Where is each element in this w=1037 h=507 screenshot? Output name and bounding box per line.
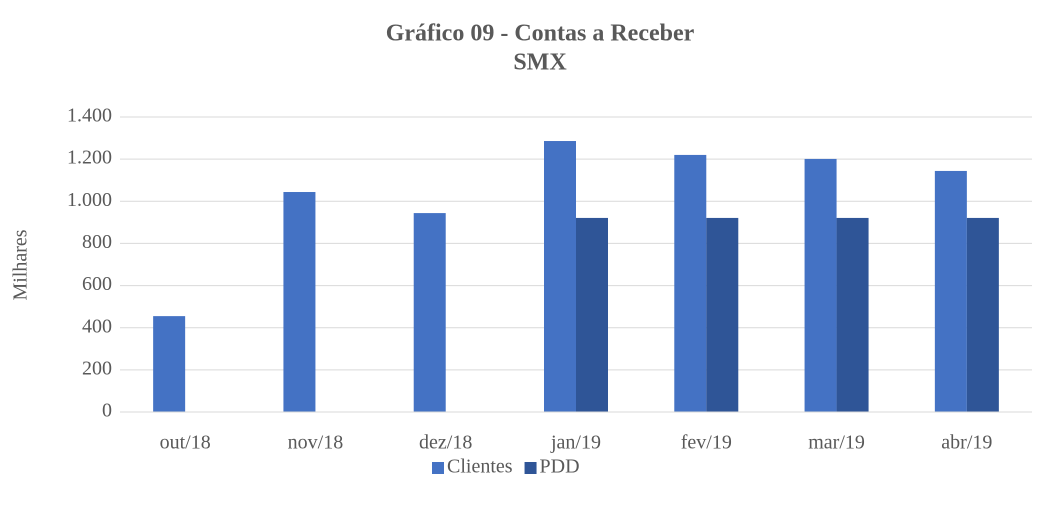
chart-subtitle: SMX <box>513 50 567 76</box>
bar <box>804 158 837 412</box>
y-tick-label: 400 <box>82 315 112 337</box>
x-tick-label: fev/19 <box>681 432 732 454</box>
bar <box>283 192 316 412</box>
bar <box>153 316 186 412</box>
y-tick-label: 200 <box>82 357 112 379</box>
x-tick-label: jan/19 <box>550 432 601 454</box>
bar <box>413 213 446 412</box>
y-tick-label: 800 <box>82 231 112 253</box>
bar <box>966 217 999 412</box>
bar <box>836 217 869 412</box>
x-tick-label: dez/18 <box>419 432 472 454</box>
legend-swatch <box>432 462 444 474</box>
x-tick-label: abr/19 <box>941 432 992 454</box>
y-tick-label: 1.000 <box>67 189 112 211</box>
legend-label: Clientes <box>447 456 513 478</box>
x-tick-label: out/18 <box>160 432 211 454</box>
bar <box>706 217 739 412</box>
x-tick-label: mar/19 <box>808 432 865 454</box>
bar <box>934 170 967 412</box>
y-tick-label: 1.400 <box>67 105 112 127</box>
bar <box>674 154 707 412</box>
x-tick-label: nov/18 <box>288 432 344 454</box>
y-tick-label: 0 <box>102 400 112 422</box>
bar <box>544 141 576 412</box>
y-axis-label: Milhares <box>10 229 32 300</box>
y-tick-label: 600 <box>82 273 112 295</box>
bar <box>576 217 608 412</box>
chart-title: Gráfico 09 - Contas a Receber <box>386 21 695 47</box>
y-tick-label: 1.200 <box>67 147 112 169</box>
legend-label: PDD <box>540 456 580 478</box>
legend-swatch <box>524 462 537 474</box>
